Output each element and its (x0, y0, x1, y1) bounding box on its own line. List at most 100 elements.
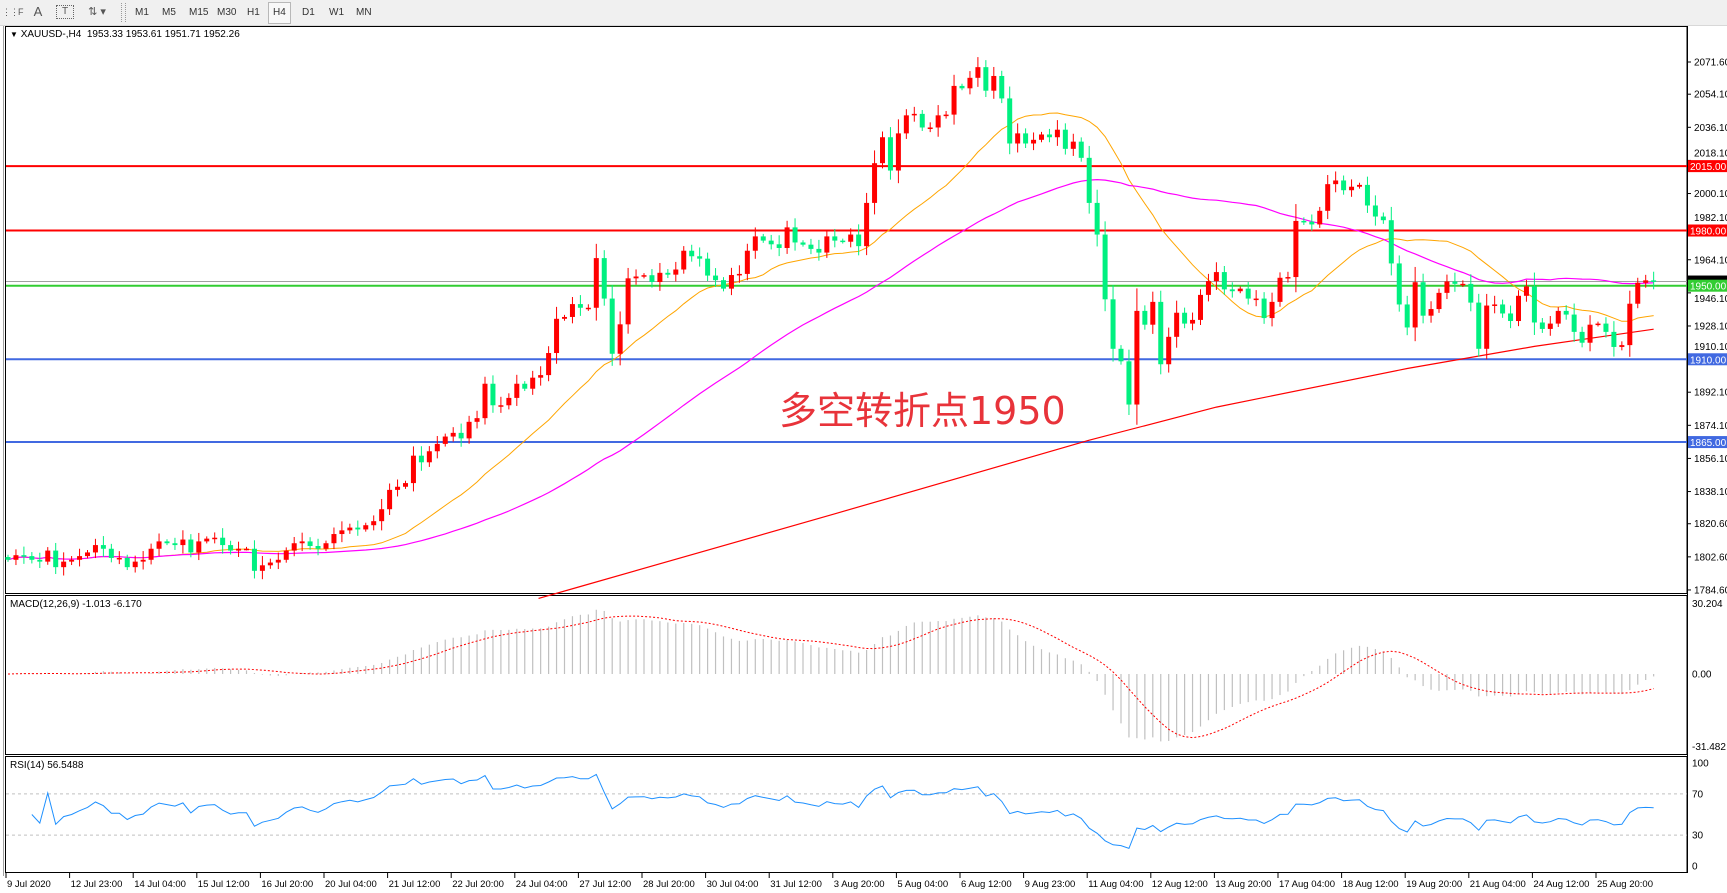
candle-body[interactable] (1603, 323, 1609, 332)
candle-body[interactable] (1253, 298, 1259, 301)
candle-body[interactable] (1547, 323, 1553, 329)
candle-body[interactable] (212, 537, 218, 540)
candle-body[interactable] (824, 236, 830, 253)
candle-body[interactable] (92, 545, 98, 553)
timeframe-d1-button[interactable]: D1 (302, 7, 315, 18)
candle-body[interactable] (307, 541, 313, 546)
candle-body[interactable] (21, 555, 27, 557)
candle-body[interactable] (864, 202, 870, 247)
candle-body[interactable] (251, 548, 257, 571)
candle-body[interactable] (1158, 301, 1164, 365)
candle-body[interactable] (1627, 303, 1633, 346)
candle-body[interactable] (1468, 283, 1474, 303)
candle-body[interactable] (951, 85, 957, 115)
candle-body[interactable] (1460, 283, 1466, 286)
timeframe-h1-button[interactable]: H1 (247, 7, 260, 18)
candle-body[interactable] (474, 418, 480, 422)
candle-body[interactable] (689, 250, 695, 257)
candle-body[interactable] (911, 113, 917, 116)
candle-body[interactable] (1269, 301, 1275, 319)
candle-body[interactable] (1508, 313, 1514, 322)
candle-body[interactable] (379, 509, 385, 522)
timeframe-m15-button[interactable]: M15 (189, 7, 209, 18)
candle-body[interactable] (331, 534, 337, 544)
candle-body[interactable] (1595, 323, 1601, 326)
candle-body[interactable] (880, 137, 885, 164)
candle-body[interactable] (1134, 310, 1140, 405)
candle-body[interactable] (1213, 272, 1219, 282)
candle-body[interactable] (1015, 133, 1021, 144)
candle-body[interactable] (1364, 184, 1370, 206)
candle-body[interactable] (1126, 361, 1132, 405)
candle-body[interactable] (156, 541, 162, 549)
candle-body[interactable] (108, 548, 114, 558)
candle-body[interactable] (601, 258, 607, 299)
candle-body[interactable] (1237, 288, 1243, 292)
candle-body[interactable] (1500, 304, 1506, 314)
candle-body[interactable] (1317, 210, 1323, 225)
candle-body[interactable] (140, 559, 146, 562)
candle-body[interactable] (355, 527, 361, 530)
candle-body[interactable] (1309, 221, 1315, 225)
candle-body[interactable] (1579, 331, 1585, 343)
candle-body[interactable] (498, 405, 504, 407)
candle-body[interactable] (514, 383, 520, 398)
arrows-icon[interactable]: ⇅ ▾ (88, 6, 106, 18)
candle-body[interactable] (856, 234, 862, 247)
candle-body[interactable] (935, 115, 941, 128)
candle-body[interactable] (259, 565, 265, 571)
text-label-icon[interactable]: T (56, 5, 74, 19)
candle-body[interactable] (1039, 134, 1044, 140)
candle-body[interactable] (37, 559, 43, 562)
candle-body[interactable] (466, 421, 472, 439)
candle-body[interactable] (538, 375, 544, 378)
candle-body[interactable] (633, 276, 639, 279)
candle-body[interactable] (1619, 345, 1625, 347)
candle-body[interactable] (132, 561, 138, 568)
candle-body[interactable] (61, 561, 67, 568)
candle-body[interactable] (1046, 134, 1052, 138)
candle-body[interactable] (1428, 309, 1434, 316)
candle-body[interactable] (180, 539, 186, 546)
candle-body[interactable] (895, 133, 901, 171)
candle-body[interactable] (1587, 324, 1593, 343)
candle-body[interactable] (228, 545, 234, 551)
candle-body[interactable] (721, 280, 726, 289)
candle-body[interactable] (1174, 312, 1180, 337)
text-icon[interactable]: A (33, 4, 43, 19)
candle-body[interactable] (442, 436, 448, 444)
candle-body[interactable] (1245, 288, 1251, 299)
candle-body[interactable] (872, 163, 878, 203)
candle-body[interactable] (967, 77, 973, 89)
candle-body[interactable] (1563, 310, 1569, 315)
candle-body[interactable] (585, 307, 591, 310)
candle-body[interactable] (299, 541, 305, 544)
candle-body[interactable] (1539, 322, 1545, 329)
collapse-triangle-icon[interactable]: ▼ (10, 30, 18, 39)
candle-body[interactable] (5, 557, 11, 560)
candle-body[interactable] (546, 353, 552, 376)
candle-body[interactable] (371, 521, 377, 526)
candle-body[interactable] (482, 383, 488, 419)
candle-body[interactable] (363, 525, 369, 530)
candle-body[interactable] (1476, 302, 1482, 349)
candle-body[interactable] (673, 269, 679, 275)
candle-body[interactable] (387, 489, 393, 510)
candle-body[interactable] (808, 244, 814, 249)
candle-body[interactable] (1452, 281, 1458, 284)
candle-body[interactable] (53, 550, 59, 568)
candle-body[interactable] (800, 242, 806, 245)
candle-body[interactable] (657, 272, 663, 283)
candle-body[interactable] (434, 443, 440, 452)
candle-body[interactable] (244, 548, 249, 551)
candle-body[interactable] (347, 527, 353, 531)
candle-body[interactable] (625, 278, 631, 325)
candle-body[interactable] (1635, 282, 1641, 304)
candle-body[interactable] (1094, 202, 1100, 235)
candle-body[interactable] (1078, 141, 1084, 158)
candle-body[interactable] (792, 227, 798, 243)
candle-body[interactable] (291, 543, 297, 551)
candle-body[interactable] (116, 557, 122, 560)
candle-body[interactable] (744, 250, 750, 274)
